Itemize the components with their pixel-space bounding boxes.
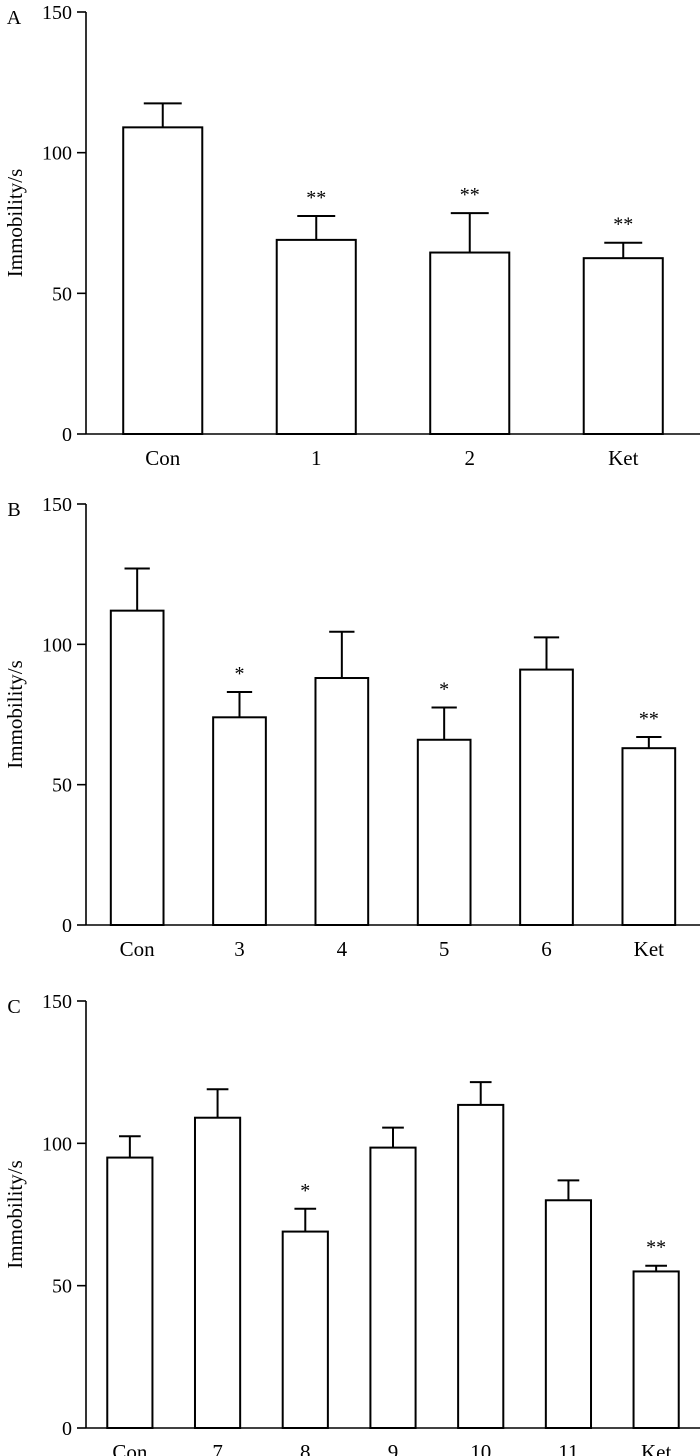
x-tick-label: 10 — [470, 1440, 491, 1456]
x-tick-label: 11 — [558, 1440, 578, 1456]
x-tick-label: Con — [145, 446, 181, 470]
x-tick-label: Ket — [608, 446, 638, 470]
significance-marker: ** — [306, 187, 326, 209]
y-tick-label: 50 — [52, 775, 72, 797]
panel-c: C Immobility/s 0 50 100 150 Con 7 8 * 9 10 11 Ket ** — [3, 991, 700, 1456]
x-tick-label: Ket — [641, 1440, 671, 1456]
significance-marker: ** — [613, 214, 633, 236]
significance-marker: * — [235, 663, 245, 685]
y-tick-label: 100 — [42, 634, 72, 656]
bar — [275, 238, 357, 435]
panel-b: B Immobility/s 0 50 100 150 Con 3 * 4 5 * 6 Ket ** — [3, 494, 700, 961]
x-tick-label: 3 — [234, 937, 245, 961]
y-tick-label: 100 — [42, 143, 72, 165]
x-tick-label: 1 — [311, 446, 322, 470]
bar — [416, 738, 472, 927]
x-tick-label: 8 — [300, 1440, 311, 1456]
y-tick-label: 0 — [62, 1418, 72, 1440]
bar — [122, 126, 204, 435]
y-tick-label: 150 — [42, 494, 72, 516]
y-tick-label: 50 — [52, 1276, 72, 1298]
x-tick-label: Con — [120, 937, 156, 961]
significance-marker: ** — [639, 708, 659, 730]
panel-a: A Immobility/s 0 50 100 150 Con 1 ** 2 ** Ket ** — [3, 2, 700, 470]
panel-label: A — [7, 7, 22, 29]
y-tick-label: 0 — [62, 915, 72, 937]
bar — [212, 716, 267, 926]
bar — [429, 251, 511, 435]
x-tick-label: 5 — [439, 937, 450, 961]
bar — [314, 677, 370, 926]
bar — [582, 257, 664, 435]
significance-marker: ** — [646, 1237, 666, 1259]
x-tick-label: Ket — [634, 937, 664, 961]
y-tick-label: 150 — [42, 991, 72, 1013]
y-tick-label: 50 — [52, 283, 72, 305]
x-tick-label: 4 — [337, 937, 348, 961]
bar — [109, 609, 165, 926]
y-axis-label: Immobility/s — [3, 169, 27, 278]
x-tick-label: 6 — [541, 937, 552, 961]
bar — [632, 1270, 680, 1430]
x-tick-label: 9 — [388, 1440, 399, 1456]
bar — [106, 1156, 154, 1429]
bar — [544, 1199, 593, 1430]
x-tick-label: 7 — [212, 1440, 223, 1456]
bar — [281, 1230, 329, 1429]
bar — [519, 668, 574, 926]
x-tick-label: 2 — [465, 446, 476, 470]
bar — [457, 1103, 505, 1429]
y-axis-label: Immobility/s — [3, 660, 27, 769]
significance-marker: * — [439, 678, 449, 700]
x-tick-label: Con — [112, 1440, 148, 1456]
significance-marker: * — [300, 1180, 310, 1202]
panel-label: C — [7, 996, 20, 1018]
y-tick-label: 150 — [42, 2, 72, 24]
y-tick-label: 0 — [62, 424, 72, 446]
bar — [369, 1146, 417, 1430]
significance-marker: ** — [460, 184, 480, 206]
panel-label: B — [7, 499, 20, 521]
y-axis-label: Immobility/s — [3, 1160, 27, 1269]
bar — [193, 1116, 242, 1430]
bar — [621, 747, 677, 926]
y-tick-label: 100 — [42, 1133, 72, 1155]
